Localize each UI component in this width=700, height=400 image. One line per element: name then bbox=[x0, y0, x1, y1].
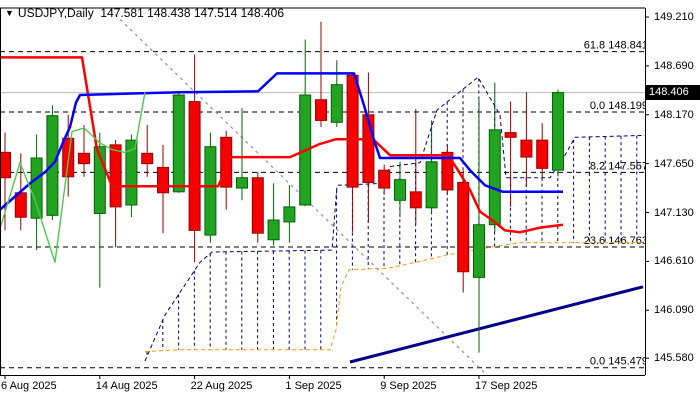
plot-area[interactable]: 61.8 148.841 0.0 148.199 8.2 147.557 23.6 1… bbox=[0, 5, 648, 375]
bear-candle-body bbox=[157, 166, 169, 194]
senkou-span-b-line bbox=[144, 242, 645, 353]
bear-candle-body bbox=[346, 74, 359, 188]
price-axis-label: 147.650 bbox=[654, 157, 694, 170]
bear-candle-body bbox=[378, 169, 391, 189]
bear-candle-body bbox=[188, 101, 201, 231]
fib-level-label: 61.8 148.841 bbox=[584, 40, 648, 52]
bull-candle-body bbox=[283, 206, 296, 223]
bull-candle-body bbox=[330, 84, 343, 123]
bear-candle-body bbox=[409, 191, 422, 209]
fib-level-label: 0.0 145.479 bbox=[590, 356, 648, 368]
bull-candle-body bbox=[236, 177, 248, 189]
bull-candle-body bbox=[267, 219, 280, 241]
bear-candle-body bbox=[109, 144, 122, 208]
price-axis-label: 147.130 bbox=[654, 206, 694, 219]
bull-candle-body bbox=[172, 94, 185, 193]
time-axis-label: 22 Aug 2025 bbox=[190, 380, 253, 392]
bear-candle-body bbox=[220, 136, 233, 188]
ohlc-low: 147.514 bbox=[193, 6, 238, 20]
bear-candle-body bbox=[457, 181, 470, 273]
ascending-trendline[interactable] bbox=[349, 285, 644, 364]
bull-candle-body bbox=[30, 157, 43, 219]
bull-candle-body bbox=[125, 139, 138, 206]
bull-candle-body bbox=[425, 161, 438, 209]
bear-candle-body bbox=[504, 132, 517, 138]
bear-candle-body bbox=[0, 151, 11, 179]
bear-candle-body bbox=[441, 151, 454, 191]
price-axis-label: 148.690 bbox=[654, 59, 694, 72]
kijun-blue-line bbox=[0, 72, 563, 211]
bear-candle-body bbox=[78, 152, 90, 165]
bear-candle-body bbox=[520, 139, 533, 158]
symbol-dropdown-icon[interactable]: ▼ bbox=[5, 8, 14, 18]
bear-candle-body bbox=[141, 152, 154, 165]
ohlc-open: 147.581 bbox=[100, 6, 144, 20]
bear-candle-body bbox=[315, 99, 327, 121]
bull-candle-body bbox=[93, 146, 106, 214]
bear-candle-body bbox=[251, 177, 264, 234]
time-axis-label: 1 Sep 2025 bbox=[285, 380, 342, 392]
time-axis-label: 14 Aug 2025 bbox=[95, 380, 158, 392]
descending-trendline[interactable] bbox=[105, 5, 488, 375]
bull-candle-body bbox=[204, 146, 217, 236]
senkou-span-a-line bbox=[144, 76, 645, 362]
current-price-badge: 148.406 bbox=[646, 84, 700, 100]
ohlc-high: 148.438 bbox=[147, 6, 191, 20]
time-axis-label: 9 Sep 2025 bbox=[380, 380, 437, 392]
fib-level-label: 23.6 146.763 bbox=[584, 235, 648, 247]
chikou-green-line bbox=[0, 92, 146, 263]
price-axis-label: 145.580 bbox=[654, 352, 694, 365]
price-axis-label: 149.210 bbox=[654, 11, 694, 23]
bear-candle-body bbox=[362, 114, 375, 183]
ohlc-close: 148.406 bbox=[240, 6, 284, 20]
time-axis-label: 17 Sep 2025 bbox=[475, 380, 538, 392]
chart-title: USDJPY,Daily bbox=[17, 6, 94, 20]
price-axis-label: 146.090 bbox=[654, 304, 694, 317]
bull-candle-body bbox=[488, 129, 501, 226]
price-axis-label: 146.610 bbox=[654, 255, 694, 268]
bull-candle-body bbox=[394, 179, 406, 201]
fib-level-label: 8.2 147.557 bbox=[590, 160, 648, 172]
fib-level-label: 0.0 148.199 bbox=[590, 100, 648, 112]
bull-candle-body bbox=[552, 92, 564, 171]
bear-candle-body bbox=[536, 139, 549, 169]
chart-header: ▼ USDJPY,Daily 147.581 148.438 147.514 14… bbox=[5, 6, 284, 34]
price-axis-label: 148.170 bbox=[654, 108, 694, 121]
bull-candle-body bbox=[473, 224, 485, 278]
time-axis-label: 6 Aug 2025 bbox=[1, 380, 57, 392]
